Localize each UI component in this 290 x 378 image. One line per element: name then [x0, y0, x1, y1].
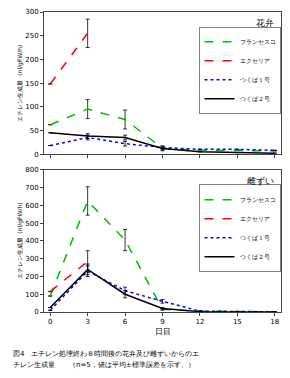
svg-text:エチレン生成量 (nl/gFW/h): エチレン生成量 (nl/gFW/h): [16, 45, 24, 122]
svg-text:エチレン生成量 (nl/gFW/h): エチレン生成量 (nl/gFW/h): [16, 202, 24, 279]
svg-text:500: 500: [25, 220, 38, 228]
svg-text:50: 50: [30, 127, 39, 135]
svg-text:600: 600: [25, 202, 38, 210]
svg-text:フランセスコ: フランセスコ: [240, 38, 276, 45]
svg-text:0: 0: [48, 318, 52, 326]
svg-text:つくば２号: つくば２号: [240, 253, 270, 261]
svg-text:エクセリア: エクセリア: [240, 215, 270, 222]
svg-text:図4 エチレン処理終わ８時間後の花弁及び雌ずいからのエ: 図4 エチレン処理終わ８時間後の花弁及び雌ずいからのエ: [13, 350, 199, 358]
svg-text:0: 0: [34, 308, 38, 316]
svg-text:3: 3: [85, 318, 89, 326]
svg-text:チレン生成量 （n=5，値は平均±標準誤差を示す。）: チレン生成量 （n=5，値は平均±標準誤差を示す。）: [13, 361, 195, 369]
svg-text:花弁: 花弁: [256, 18, 274, 28]
svg-text:200: 200: [25, 56, 38, 64]
svg-text:150: 150: [25, 80, 38, 88]
svg-text:400: 400: [25, 237, 38, 245]
svg-text:250: 250: [25, 32, 38, 40]
svg-text:フランセスコ: フランセスコ: [240, 196, 276, 203]
svg-text:つくば１号: つくば１号: [240, 76, 270, 84]
svg-text:12: 12: [195, 318, 204, 326]
svg-text:6: 6: [123, 318, 128, 326]
svg-text:日目: 日目: [155, 327, 171, 336]
svg-text:200: 200: [25, 273, 38, 281]
svg-text:800: 800: [25, 166, 38, 174]
svg-text:つくば１号: つくば１号: [240, 234, 270, 242]
svg-text:0: 0: [34, 151, 38, 159]
svg-text:18: 18: [270, 318, 279, 326]
svg-text:9: 9: [160, 318, 164, 326]
svg-text:300: 300: [25, 255, 38, 263]
svg-text:15: 15: [233, 318, 242, 326]
svg-text:雌ずい: 雌ずい: [247, 176, 274, 186]
svg-text:エクセリア: エクセリア: [240, 57, 270, 64]
svg-text:700: 700: [25, 184, 38, 192]
svg-text:100: 100: [25, 291, 38, 299]
svg-text:300: 300: [25, 8, 38, 16]
svg-text:100: 100: [25, 103, 38, 111]
svg-text:つくば２号: つくば２号: [240, 95, 270, 103]
